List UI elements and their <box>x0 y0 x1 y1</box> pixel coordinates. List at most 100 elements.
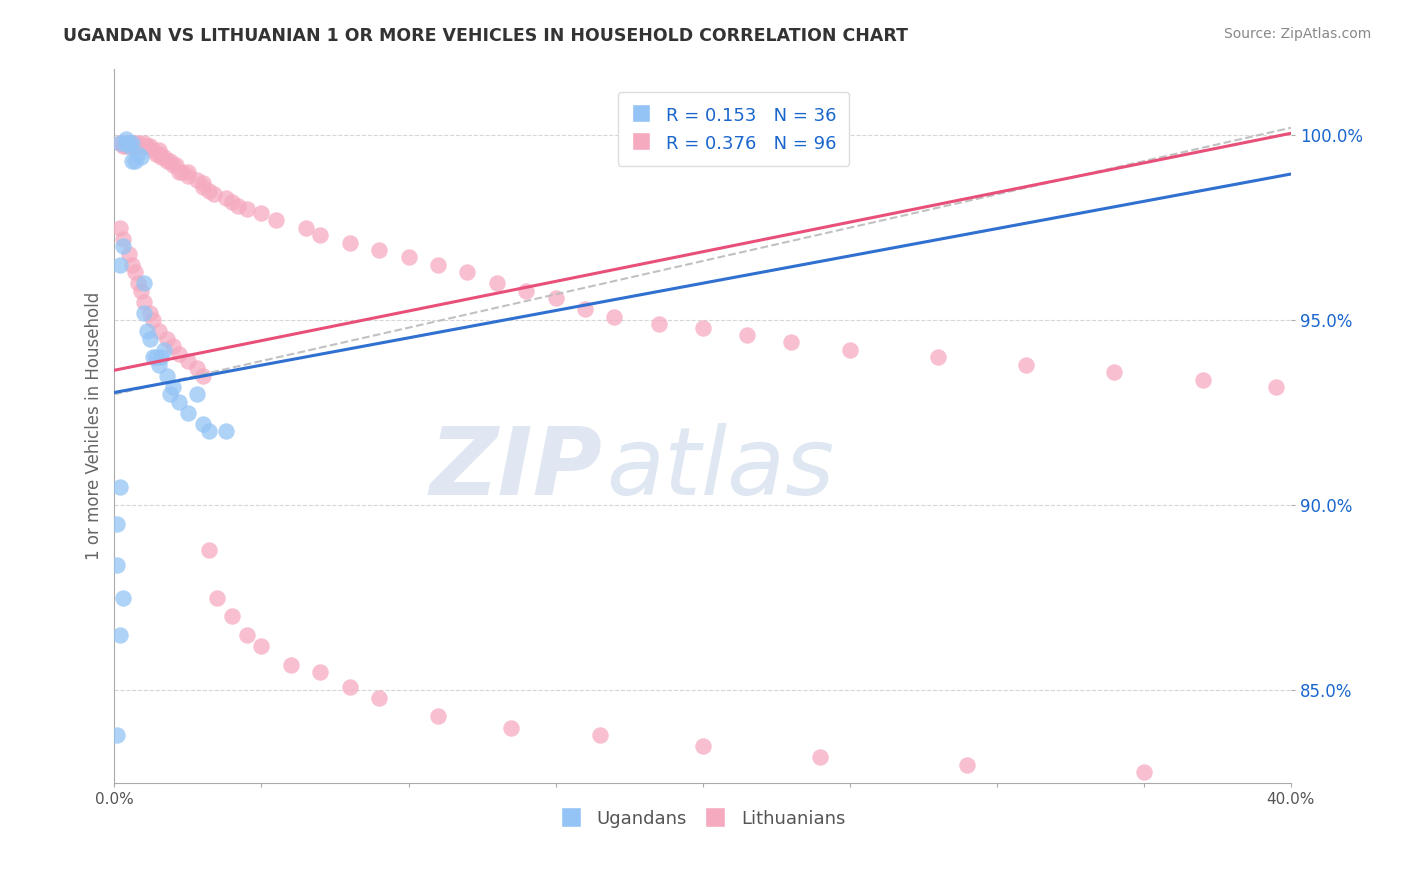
Point <box>121 136 143 150</box>
Point <box>110 136 132 150</box>
Point <box>129 150 152 164</box>
Point <box>177 406 200 420</box>
Point <box>485 277 508 291</box>
Point <box>1191 372 1213 386</box>
Point <box>135 324 157 338</box>
Point <box>1104 365 1126 379</box>
Point <box>236 628 259 642</box>
Point <box>121 154 143 169</box>
Point <box>150 150 173 164</box>
Point <box>202 187 225 202</box>
Point <box>191 417 214 431</box>
Point <box>110 480 132 494</box>
Point <box>167 165 190 179</box>
Point <box>115 136 138 150</box>
Point <box>132 294 155 309</box>
Point <box>132 136 155 150</box>
Point <box>692 320 714 334</box>
Point <box>191 176 214 190</box>
Point <box>197 425 219 439</box>
Point <box>186 172 208 186</box>
Point <box>735 328 758 343</box>
Point <box>138 306 160 320</box>
Point <box>167 346 190 360</box>
Point <box>1133 764 1156 779</box>
Point <box>124 154 146 169</box>
Point <box>215 191 238 205</box>
Point <box>398 250 420 264</box>
Point <box>112 239 135 253</box>
Point <box>159 387 181 401</box>
Point <box>115 136 138 150</box>
Point <box>110 220 132 235</box>
Point <box>177 169 200 183</box>
Point <box>127 146 149 161</box>
Point <box>148 358 170 372</box>
Point <box>115 139 138 153</box>
Point <box>127 277 149 291</box>
Point <box>207 591 229 605</box>
Point <box>779 335 801 350</box>
Point <box>135 139 157 153</box>
Point <box>118 136 141 150</box>
Point <box>142 351 165 365</box>
Point <box>118 139 141 153</box>
Point <box>112 232 135 246</box>
Point <box>132 139 155 153</box>
Point <box>236 202 259 217</box>
Point <box>105 558 128 572</box>
Point <box>501 721 523 735</box>
Point <box>647 317 669 331</box>
Text: Source: ZipAtlas.com: Source: ZipAtlas.com <box>1223 27 1371 41</box>
Point <box>162 380 184 394</box>
Point <box>368 243 391 257</box>
Point <box>368 690 391 705</box>
Point <box>156 368 179 383</box>
Point <box>132 306 155 320</box>
Point <box>121 136 143 150</box>
Point <box>215 425 238 439</box>
Point <box>129 139 152 153</box>
Point <box>121 258 143 272</box>
Point <box>1265 380 1288 394</box>
Point <box>118 136 141 150</box>
Point <box>603 310 626 324</box>
Point <box>162 158 184 172</box>
Point <box>426 709 449 723</box>
Point <box>165 158 187 172</box>
Point <box>294 220 316 235</box>
Point <box>1015 358 1038 372</box>
Point <box>221 609 243 624</box>
Point <box>191 180 214 194</box>
Point <box>118 139 141 153</box>
Point <box>197 184 219 198</box>
Point <box>221 194 243 209</box>
Point <box>339 680 361 694</box>
Point <box>138 332 160 346</box>
Point <box>105 728 128 742</box>
Point <box>138 139 160 153</box>
Point <box>112 591 135 605</box>
Point <box>145 351 167 365</box>
Point <box>250 639 273 653</box>
Point <box>186 387 208 401</box>
Point <box>177 354 200 368</box>
Point <box>838 343 860 357</box>
Point <box>339 235 361 250</box>
Point <box>156 154 179 169</box>
Point <box>142 143 165 157</box>
Point <box>191 368 214 383</box>
Point <box>186 361 208 376</box>
Point <box>127 136 149 150</box>
Point <box>112 139 135 153</box>
Point <box>121 139 143 153</box>
Text: ZIP: ZIP <box>430 423 603 515</box>
Point <box>515 284 537 298</box>
Point <box>159 154 181 169</box>
Point <box>124 136 146 150</box>
Point <box>589 728 612 742</box>
Point <box>250 206 273 220</box>
Point <box>110 258 132 272</box>
Point <box>105 516 128 531</box>
Point <box>264 213 287 227</box>
